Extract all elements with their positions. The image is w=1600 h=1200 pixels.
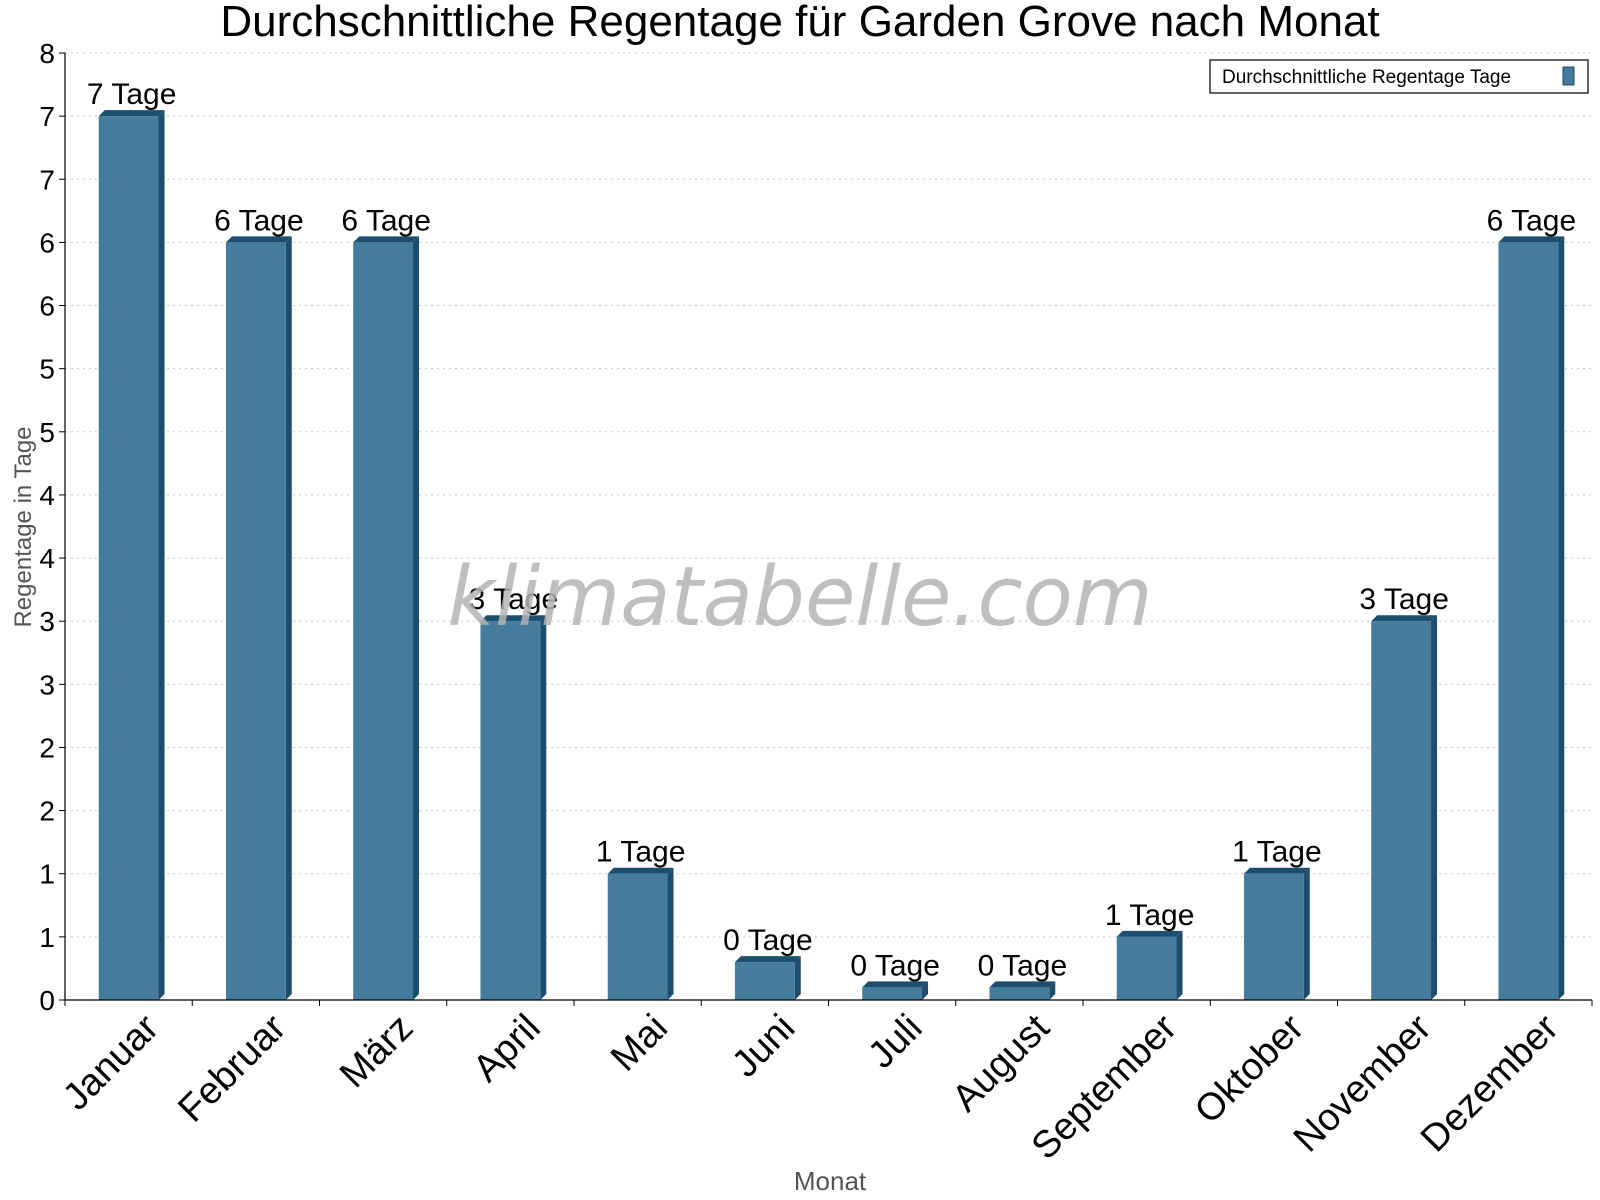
data-label: 7 Tage — [87, 78, 177, 111]
x-tick-label: Oktober — [1187, 1006, 1313, 1132]
bar — [353, 242, 414, 1000]
data-label: 1 Tage — [1105, 899, 1195, 932]
bar-side — [667, 867, 674, 1000]
y-tick-label: 3 — [39, 669, 55, 700]
bar-top — [225, 236, 292, 243]
bar-side — [1558, 236, 1565, 1000]
bar-side — [1303, 867, 1310, 1000]
bar — [862, 987, 923, 1000]
watermark: klimatabelle.com — [447, 550, 1152, 645]
bar — [1116, 936, 1177, 1000]
bar — [225, 242, 286, 1000]
data-label: 6 Tage — [341, 204, 431, 237]
y-tick-label: 7 — [39, 164, 55, 195]
bar — [1243, 873, 1304, 1000]
data-label: 3 Tage — [1359, 583, 1449, 616]
bar-top — [1243, 867, 1310, 874]
bar-top — [1498, 236, 1565, 243]
bar-top — [98, 110, 165, 117]
bar-side — [158, 110, 165, 1001]
bar-side — [1049, 981, 1056, 1000]
legend-label: Durchschnittliche Regentage Tage — [1222, 67, 1511, 88]
bar — [1498, 242, 1559, 1000]
bar-top — [862, 981, 929, 988]
y-tick-label: 6 — [39, 227, 55, 258]
x-tick-label: März — [332, 1007, 421, 1096]
data-label: 1 Tage — [596, 836, 686, 869]
data-label: 6 Tage — [1487, 204, 1577, 237]
y-tick-label: 7 — [39, 101, 55, 132]
y-tick-label: 1 — [39, 859, 55, 890]
bar-top — [480, 615, 547, 622]
bar-top — [353, 236, 420, 243]
bar-top — [734, 956, 801, 963]
x-tick-label: Februar — [170, 1006, 294, 1130]
y-tick-label: 0 — [39, 985, 55, 1016]
legend: Durchschnittliche Regentage Tage — [1209, 59, 1589, 94]
y-tick-labels: 0 1 1 2 2 3 3 4 4 5 5 6 6 7 7 8 — [39, 38, 55, 1016]
x-tick-label: Januar — [55, 1006, 167, 1118]
legend-swatch — [1562, 66, 1575, 86]
bar — [480, 621, 541, 1000]
y-tick-label: 3 — [39, 606, 55, 637]
bar — [607, 873, 668, 1000]
y-tick-label: 4 — [39, 480, 55, 511]
legend-box — [1209, 59, 1589, 94]
bar-side — [1176, 930, 1183, 1000]
y-tick-label: 5 — [39, 354, 55, 385]
chart-title: Durchschnittliche Regentage für Garden G… — [220, 0, 1379, 46]
x-tick-label: Juli — [860, 1007, 930, 1077]
bar-side — [285, 236, 292, 1000]
y-tick-label: 2 — [39, 796, 55, 827]
bar-side — [413, 236, 420, 1000]
x-tick-label: August — [944, 1006, 1058, 1120]
x-tick-label: Dezember — [1413, 1006, 1567, 1160]
bar-top — [1371, 615, 1438, 622]
data-label: 0 Tage — [723, 924, 813, 957]
y-tick-label: 1 — [39, 922, 55, 953]
bar — [1371, 621, 1432, 1000]
x-tick-label: Juni — [724, 1007, 803, 1086]
x-tick-label: Mai — [603, 1007, 676, 1080]
x-tick-label: November — [1286, 1006, 1440, 1160]
y-tick-label: 6 — [39, 291, 55, 322]
bar-side — [794, 956, 801, 1000]
bar-side — [922, 981, 929, 1000]
data-label: 6 Tage — [214, 204, 304, 237]
bar — [734, 962, 795, 1000]
y-tick-label: 2 — [39, 732, 55, 763]
bar-side — [540, 615, 547, 1000]
axes — [59, 52, 1593, 1006]
data-label: 1 Tage — [1232, 836, 1322, 869]
x-tick-labels: Januar Februar März April Mai Juni Juli AugustS… — [55, 1006, 1567, 1167]
bar — [98, 116, 159, 1001]
bar-side — [1431, 615, 1438, 1000]
data-label: 0 Tage — [850, 949, 940, 982]
x-axis-label: Monat — [794, 1166, 867, 1196]
y-axis-label: Regentage in Tage — [10, 426, 37, 627]
data-label: 3 Tage — [469, 583, 559, 616]
data-label: 0 Tage — [978, 949, 1068, 982]
bar-top — [1116, 930, 1183, 937]
x-tick-label: April — [465, 1007, 548, 1090]
y-tick-label: 4 — [39, 543, 55, 574]
bar-top — [607, 867, 674, 874]
grid-lines — [65, 52, 1592, 938]
data-labels: 7 Tage 6 Tage 6 Tage 3 Tage 1 Tage 0 Tage 0 Ta… — [87, 78, 1576, 982]
bar-top — [989, 981, 1056, 988]
y-tick-label: 5 — [39, 417, 55, 448]
bar — [989, 987, 1050, 1000]
bars — [98, 110, 1565, 1001]
y-tick-label: 8 — [39, 38, 55, 69]
